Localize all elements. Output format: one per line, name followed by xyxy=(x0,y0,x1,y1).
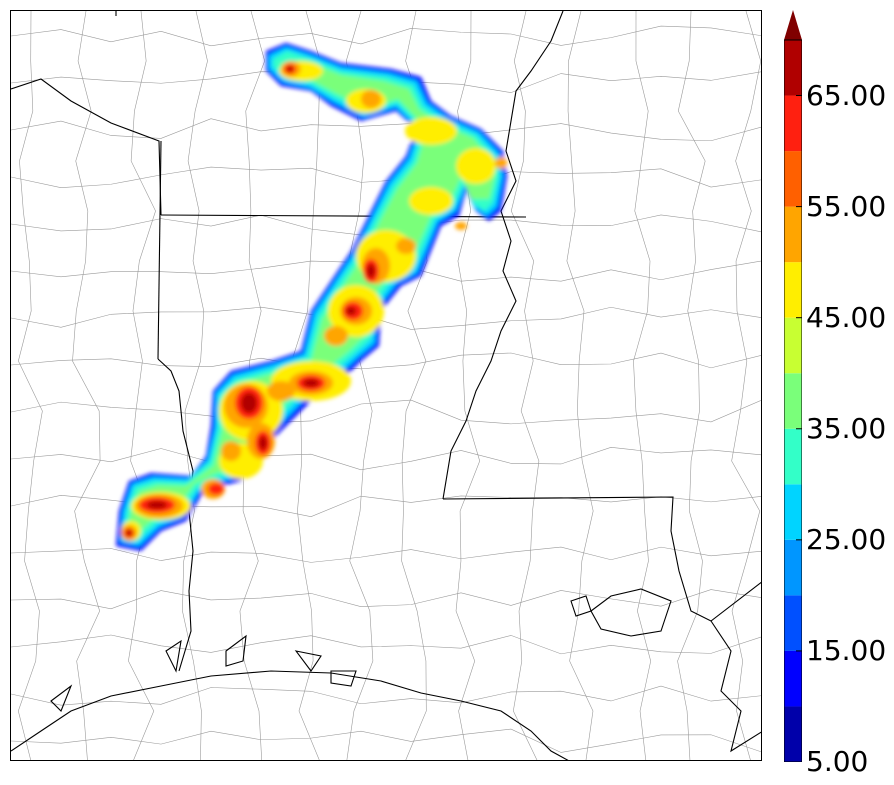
colorbar-extend-arrow xyxy=(784,10,802,40)
colorbar-bin-10 xyxy=(784,151,802,207)
colorbar-bin-5 xyxy=(784,428,802,485)
colorbar-bin-4 xyxy=(784,484,802,540)
colorbar-bin-6 xyxy=(784,373,802,429)
colorbar-bin-1 xyxy=(784,650,802,707)
colorbar-tick-label: 65.00 xyxy=(806,78,887,112)
colorbar-bin-9 xyxy=(784,206,802,263)
colorbar-bin-3 xyxy=(784,539,802,596)
colorbar-tick-label: 25.00 xyxy=(806,522,887,556)
colorbar-tick-label: 45.00 xyxy=(806,300,887,334)
colorbar-tick-label: 35.00 xyxy=(806,411,887,445)
colorbar-bin-11 xyxy=(784,95,802,152)
colorbar-bin-12 xyxy=(784,40,802,96)
colorbar-tick-label: 15.00 xyxy=(806,633,887,667)
reflectivity-swath xyxy=(116,43,507,551)
map-canvas xyxy=(11,11,761,760)
colorbar-bin-2 xyxy=(784,595,802,651)
colorbar-frame xyxy=(784,39,802,762)
colorbar-bin-8 xyxy=(784,262,802,318)
colorbar xyxy=(784,10,802,762)
colorbar-bin-7 xyxy=(784,317,802,374)
colorbar-bin-0 xyxy=(784,706,802,762)
colorbar-tick-label: 5.00 xyxy=(806,745,869,778)
county-boundaries xyxy=(11,11,761,760)
colorbar-tick-label: 55.00 xyxy=(806,189,887,223)
map-panel xyxy=(10,10,762,761)
state-boundaries xyxy=(11,11,761,760)
